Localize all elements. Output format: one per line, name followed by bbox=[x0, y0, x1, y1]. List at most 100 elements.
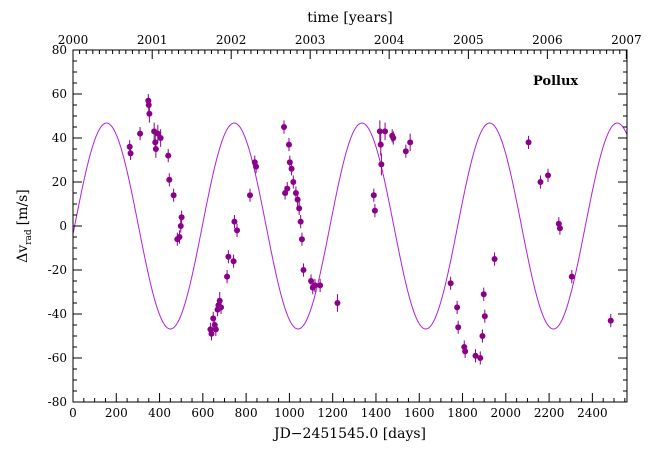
top-tick-label: 2002 bbox=[216, 33, 247, 47]
y-axis-title-subscript: rad bbox=[24, 229, 34, 245]
data-point bbox=[165, 149, 172, 163]
top-tick-label: 2004 bbox=[374, 33, 405, 47]
x-tick-label: 1400 bbox=[361, 406, 392, 420]
data-marker bbox=[145, 102, 152, 108]
data-marker bbox=[481, 313, 488, 320]
data-marker bbox=[480, 291, 487, 298]
plot-frame bbox=[72, 49, 628, 403]
data-marker bbox=[297, 218, 304, 225]
data-marker bbox=[152, 139, 159, 146]
data-marker bbox=[127, 150, 134, 157]
top-tick-label: 2003 bbox=[295, 33, 326, 47]
ticks-layer bbox=[72, 49, 627, 403]
data-marker bbox=[298, 236, 305, 243]
data-point bbox=[176, 230, 183, 244]
data-marker bbox=[407, 139, 414, 146]
data-marker bbox=[284, 185, 291, 192]
data-marker bbox=[317, 282, 324, 289]
top-tick-label: 2007 bbox=[611, 33, 642, 47]
data-marker bbox=[146, 110, 153, 117]
data-marker bbox=[157, 135, 164, 141]
data-point bbox=[378, 153, 385, 176]
data-point bbox=[462, 344, 469, 358]
top-tick-label: 2005 bbox=[453, 33, 484, 47]
x-tick-label: 1600 bbox=[404, 406, 435, 420]
data-point bbox=[300, 263, 307, 277]
data-marker bbox=[208, 330, 215, 337]
data-point bbox=[225, 250, 232, 264]
data-point bbox=[284, 182, 291, 196]
data-marker bbox=[170, 192, 177, 199]
y-tick-label: 60 bbox=[52, 87, 67, 101]
data-marker bbox=[376, 128, 383, 135]
data-marker bbox=[568, 273, 575, 280]
x-tick-label: 200 bbox=[105, 406, 128, 420]
x-tick-label: 800 bbox=[235, 406, 258, 420]
data-marker bbox=[290, 179, 297, 185]
data-point bbox=[154, 124, 161, 143]
x-tick-label: 2200 bbox=[534, 406, 565, 420]
data-marker bbox=[556, 225, 563, 232]
data-marker bbox=[210, 315, 217, 322]
top-axis-title: time [years] bbox=[307, 10, 392, 26]
data-point bbox=[568, 270, 575, 284]
x-tick-label: 1800 bbox=[447, 406, 478, 420]
data-marker bbox=[212, 326, 219, 333]
data-point bbox=[370, 188, 377, 202]
data-point bbox=[545, 168, 552, 182]
y-tick-label: -60 bbox=[48, 351, 67, 365]
orbit-fit-layer bbox=[72, 122, 628, 330]
y-tick-label: 20 bbox=[52, 175, 67, 189]
data-marker bbox=[377, 141, 384, 148]
data-point bbox=[472, 349, 479, 363]
data-marker bbox=[178, 214, 185, 221]
data-point bbox=[525, 135, 532, 149]
data-marker bbox=[472, 352, 479, 359]
data-point bbox=[152, 140, 159, 158]
top-tick-label: 2000 bbox=[58, 33, 89, 47]
data-point bbox=[170, 188, 177, 202]
data-point bbox=[477, 351, 484, 365]
data-marker bbox=[447, 280, 454, 287]
data-point bbox=[166, 173, 173, 187]
data-point bbox=[334, 294, 341, 312]
x-tick-label: 2400 bbox=[577, 406, 608, 420]
data-point bbox=[382, 122, 389, 141]
data-point bbox=[231, 215, 238, 229]
data-point bbox=[537, 175, 544, 189]
data-points-layer bbox=[126, 94, 614, 365]
data-point bbox=[447, 276, 454, 290]
top-tick-label: 2006 bbox=[532, 33, 563, 47]
data-point bbox=[178, 210, 185, 224]
data-point bbox=[290, 175, 297, 189]
data-marker bbox=[294, 196, 301, 203]
data-marker bbox=[545, 172, 552, 179]
tick-labels-layer: 0 200 400 600 800 1000 1200 1400 1600 1800 2000 220… bbox=[48, 33, 642, 420]
data-marker bbox=[525, 139, 532, 146]
data-marker bbox=[166, 176, 173, 183]
data-point bbox=[234, 223, 241, 237]
y-tick-label: 0 bbox=[59, 219, 67, 233]
data-marker bbox=[231, 218, 238, 225]
data-point bbox=[556, 221, 563, 235]
data-marker bbox=[300, 267, 307, 273]
data-marker bbox=[234, 227, 241, 234]
data-point bbox=[137, 127, 144, 141]
data-point bbox=[377, 133, 384, 156]
data-point bbox=[280, 120, 287, 134]
data-marker bbox=[224, 273, 231, 280]
data-point bbox=[230, 254, 237, 268]
x-tick-label: 400 bbox=[148, 406, 171, 420]
data-marker bbox=[126, 143, 133, 150]
data-marker bbox=[253, 163, 260, 170]
star-name-label: Pollux bbox=[533, 74, 578, 89]
y-axis-title: Δvrad [m/s] bbox=[15, 189, 34, 263]
data-marker bbox=[165, 152, 172, 159]
data-point bbox=[297, 215, 304, 229]
data-marker bbox=[296, 205, 303, 212]
data-point bbox=[298, 232, 305, 246]
y-axis-title-main: Δv bbox=[15, 245, 31, 263]
data-point bbox=[177, 219, 184, 233]
data-point bbox=[311, 278, 318, 292]
data-point bbox=[296, 201, 303, 215]
